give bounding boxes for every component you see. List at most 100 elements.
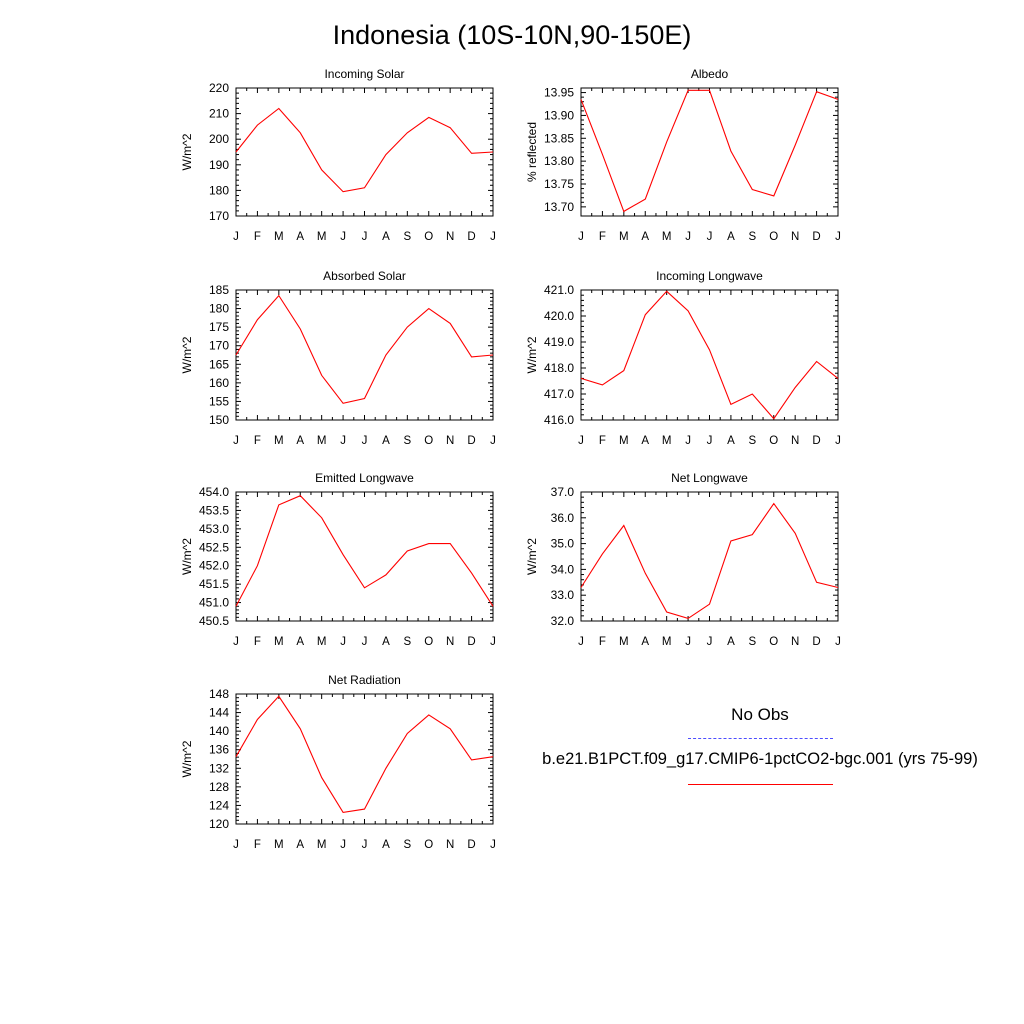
x-tick-label: M xyxy=(662,231,672,243)
x-tick-label: J xyxy=(490,839,496,851)
x-tick-label: J xyxy=(362,636,368,648)
y-axis-label: W/m^2 xyxy=(525,336,539,373)
x-tick-label: O xyxy=(769,435,778,447)
x-tick-label: J xyxy=(707,636,713,648)
legend-model-line xyxy=(688,784,833,785)
x-tick-label: S xyxy=(748,636,756,648)
x-tick-label: M xyxy=(619,231,629,243)
y-tick-label: 210 xyxy=(209,107,229,121)
chart-title: Albedo xyxy=(691,67,729,81)
y-axis-label: W/m^2 xyxy=(180,133,194,170)
x-tick-label: M xyxy=(317,636,327,648)
y-axis-label: W/m^2 xyxy=(180,740,194,777)
x-tick-label: O xyxy=(769,636,778,648)
series-line xyxy=(235,107,494,193)
x-tick-label: A xyxy=(296,839,304,851)
y-tick-label: 160 xyxy=(209,376,229,390)
x-tick-label: J xyxy=(362,839,368,851)
y-tick-label: 13.85 xyxy=(544,131,574,145)
x-tick-label: A xyxy=(382,435,390,447)
x-tick-label: M xyxy=(274,231,284,243)
x-tick-label: M xyxy=(619,636,629,648)
legend-model-label: b.e21.B1PCT.f09_g17.CMIP6-1pctCO2-bgc.00… xyxy=(542,750,978,768)
series-line xyxy=(235,294,494,404)
y-tick-label: 33.0 xyxy=(551,588,575,602)
y-tick-label: 132 xyxy=(209,761,229,775)
x-tick-label: S xyxy=(403,435,411,447)
y-tick-label: 420.0 xyxy=(544,309,574,323)
plot-frame xyxy=(235,289,494,421)
y-axis-label: % reflected xyxy=(525,122,539,182)
x-tick-label: J xyxy=(707,435,713,447)
y-tick-label: 175 xyxy=(209,320,229,334)
x-tick-label: D xyxy=(467,231,475,243)
x-tick-label: A xyxy=(641,231,649,243)
x-tick-label: A xyxy=(641,435,649,447)
y-tick-label: 13.95 xyxy=(544,86,574,100)
x-tick-label: F xyxy=(254,231,261,243)
x-tick-label: A xyxy=(727,636,735,648)
y-tick-label: 170 xyxy=(209,209,229,223)
x-tick-label: N xyxy=(791,231,799,243)
y-tick-label: 128 xyxy=(209,780,229,794)
x-tick-label: F xyxy=(254,435,261,447)
y-axis-label: W/m^2 xyxy=(180,538,194,575)
chart-title: Emitted Longwave xyxy=(315,471,414,485)
x-tick-label: J xyxy=(362,435,368,447)
x-tick-label: J xyxy=(233,839,239,851)
x-tick-label: F xyxy=(254,636,261,648)
y-tick-label: 13.75 xyxy=(544,177,574,191)
x-tick-label: J xyxy=(578,636,584,648)
x-tick-label: J xyxy=(340,231,346,243)
y-axis-label: W/m^2 xyxy=(180,336,194,373)
series-line xyxy=(235,695,494,813)
chart-title: Net Longwave xyxy=(671,471,748,485)
x-tick-label: A xyxy=(296,435,304,447)
y-tick-label: 416.0 xyxy=(544,413,574,427)
x-tick-label: N xyxy=(791,435,799,447)
x-tick-label: M xyxy=(317,231,327,243)
x-tick-label: J xyxy=(685,231,691,243)
y-tick-label: 37.0 xyxy=(551,485,575,499)
x-tick-label: J xyxy=(490,435,496,447)
x-tick-label: D xyxy=(467,636,475,648)
x-tick-label: J xyxy=(707,231,713,243)
x-tick-label: A xyxy=(382,636,390,648)
y-tick-label: 180 xyxy=(209,183,229,197)
y-tick-label: 155 xyxy=(209,394,229,408)
x-tick-label: S xyxy=(403,636,411,648)
y-tick-label: 185 xyxy=(209,283,229,297)
y-tick-label: 453.5 xyxy=(199,503,229,517)
y-tick-label: 120 xyxy=(209,817,229,831)
x-tick-label: S xyxy=(748,435,756,447)
x-tick-label: M xyxy=(662,435,672,447)
chart-title: Net Radiation xyxy=(328,673,401,687)
x-tick-label: D xyxy=(812,231,820,243)
x-tick-label: J xyxy=(685,435,691,447)
x-tick-label: J xyxy=(835,636,841,648)
x-tick-label: O xyxy=(424,839,433,851)
y-tick-label: 220 xyxy=(209,81,229,95)
y-tick-label: 417.0 xyxy=(544,387,574,401)
y-tick-label: 190 xyxy=(209,158,229,172)
y-tick-label: 180 xyxy=(209,302,229,316)
x-tick-label: M xyxy=(317,435,327,447)
y-tick-label: 13.90 xyxy=(544,108,574,122)
chart-title: Absorbed Solar xyxy=(323,269,406,283)
y-tick-label: 13.80 xyxy=(544,154,574,168)
x-tick-label: J xyxy=(578,231,584,243)
x-tick-label: J xyxy=(340,839,346,851)
series-line xyxy=(580,89,839,213)
x-tick-label: N xyxy=(446,839,454,851)
x-tick-label: O xyxy=(424,636,433,648)
x-tick-label: M xyxy=(662,636,672,648)
y-tick-label: 136 xyxy=(209,743,229,757)
y-tick-label: 32.0 xyxy=(551,614,575,628)
x-tick-label: N xyxy=(791,636,799,648)
